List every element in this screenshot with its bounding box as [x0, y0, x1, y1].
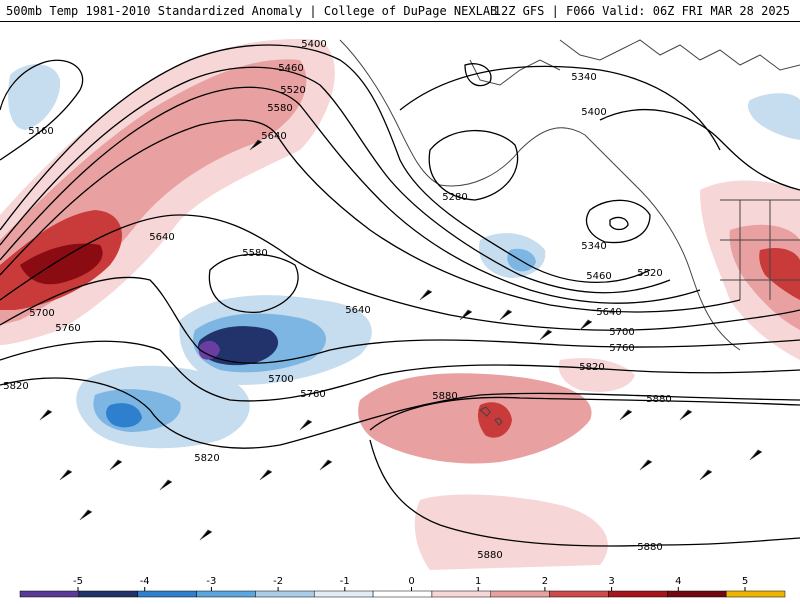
contour-label: 5160 — [28, 126, 53, 137]
colorbar-label: 1 — [475, 576, 482, 587]
contour-label: 5640 — [261, 131, 286, 142]
contour-label: 5880 — [646, 394, 671, 405]
contour-label: 5340 — [571, 72, 596, 83]
colorbar-segment — [19, 590, 80, 598]
contour-label: 5880 — [432, 391, 457, 402]
colorbar-segment — [255, 590, 315, 598]
colorbar-segment — [372, 590, 433, 598]
contour-labels: 5400 5460 5520 5580 5640 5160 5640 5580 … — [3, 39, 671, 561]
map-plot: 5400 5460 5520 5580 5640 5160 5640 5580 … — [0, 39, 800, 570]
contour-label: 5760 — [609, 343, 634, 354]
contour-label: 5460 — [586, 271, 611, 282]
contour-label: 5700 — [29, 308, 54, 319]
contour-label: 5400 — [581, 107, 606, 118]
contour-label: 5820 — [3, 381, 28, 392]
colorbar-scale — [19, 587, 786, 598]
colorbar-segment — [137, 590, 197, 598]
contour-label: 5640 — [345, 305, 370, 316]
colorbar-label: 3 — [608, 576, 615, 587]
contour-label: 5880 — [637, 542, 662, 553]
colorbar-segment — [313, 590, 374, 598]
contour-label: 5820 — [194, 453, 219, 464]
coastlines — [339, 39, 800, 426]
colorbar-label: -4 — [139, 576, 150, 587]
contour-label: 5820 — [579, 362, 604, 373]
colorbar-label: 0 — [408, 576, 415, 587]
colorbar-label: -3 — [206, 576, 217, 587]
contour-label: 5700 — [609, 327, 634, 338]
contour-label: 5580 — [267, 103, 292, 114]
wind-barbs — [39, 139, 763, 541]
colorbar-segment — [667, 590, 727, 598]
colorbar-label: -1 — [339, 576, 350, 587]
map-title: 500mb Temp 1981-2010 Standardized Anomal… — [6, 4, 498, 18]
contour-label: 5520 — [637, 268, 662, 279]
warm-anomaly-shading — [0, 39, 800, 570]
colorbar-segment — [78, 590, 138, 598]
contour-label: 5340 — [581, 241, 606, 252]
contour-label: 5280 — [442, 192, 467, 203]
colorbar-segment — [196, 590, 256, 598]
colorbar-segment — [431, 590, 492, 598]
contour-label: 5520 — [280, 85, 305, 96]
contour-label: 5640 — [596, 307, 621, 318]
colorbar-segment — [549, 590, 609, 598]
contour-label: 5640 — [149, 232, 174, 243]
colorbar-label: 4 — [675, 576, 682, 587]
contour-label: 5760 — [300, 389, 325, 400]
contour-label: 5880 — [477, 550, 502, 561]
colorbar-label: 2 — [541, 576, 549, 587]
colorbar-segment — [725, 590, 786, 598]
model-valid-time: 12Z GFS | F066 Valid: 06Z FRI MAR 28 202… — [493, 4, 790, 18]
header-bar: 500mb Temp 1981-2010 Standardized Anomal… — [0, 0, 800, 22]
contour-label: 5760 — [55, 323, 80, 334]
contour-label: 5460 — [278, 63, 303, 74]
colorbar: -5 -4 -3 -2 -1 0 1 2 3 4 5 — [0, 574, 800, 600]
colorbar-label: -2 — [273, 576, 284, 587]
colorbar-label: -5 — [73, 576, 83, 587]
colorbar-label: 5 — [741, 576, 749, 587]
contour-label: 5700 — [268, 374, 293, 385]
colorbar-segment — [490, 590, 550, 598]
height-contours — [0, 44, 800, 547]
colorbar-segment — [608, 590, 668, 598]
contour-label: 5400 — [301, 39, 326, 50]
contour-label: 5580 — [242, 248, 267, 259]
